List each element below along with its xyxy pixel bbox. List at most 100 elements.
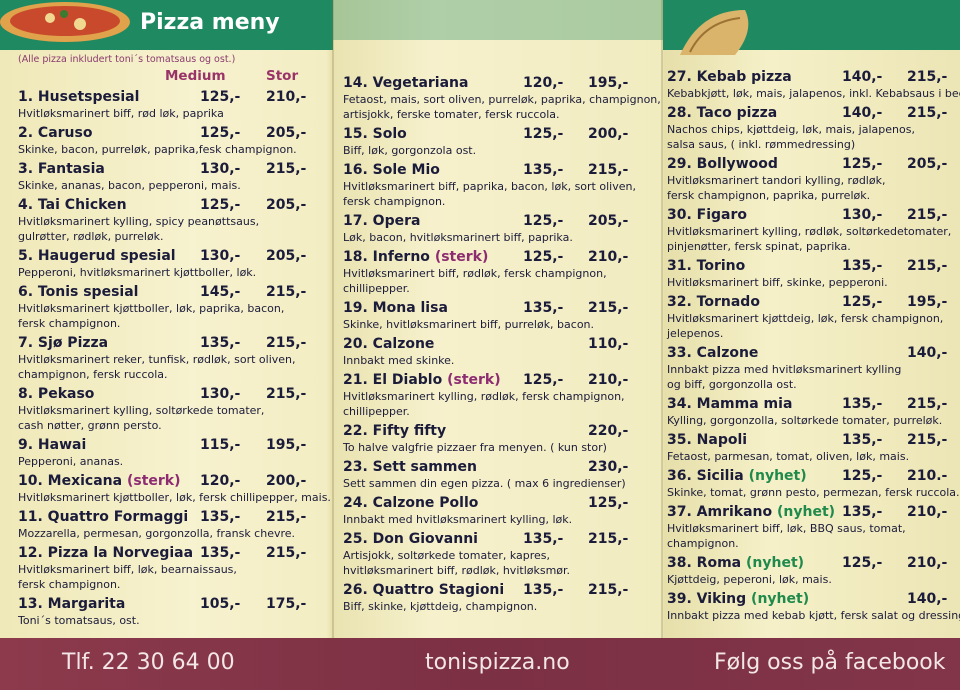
item-description: Pepperoni, hvitløksmarinert kjøttboller,… [18, 266, 257, 279]
item-tag: (nyhet) [745, 555, 805, 571]
item-name: 12. Pizza la Norvegiaa [18, 545, 194, 561]
item-title: 19. Mona lisa [343, 299, 659, 317]
facebook-link[interactable]: Følg oss på facebook [714, 650, 946, 675]
price-medium: 125,- [200, 125, 241, 141]
header-band [333, 0, 663, 40]
price-stor: 195,- [588, 75, 629, 91]
item-name: 26. Quattro Stagioni [343, 582, 505, 598]
item-title: 23. Sett sammen [343, 458, 659, 476]
item-name: 5. Haugerud spesial [18, 248, 176, 264]
price-medium: 135,- [523, 531, 564, 547]
item-title: 29. Bollywood [667, 155, 959, 173]
fold-line [661, 0, 663, 690]
price-medium: 120,- [523, 75, 564, 91]
menu-item: 17. Opera 125,- 205,- Løk, bacon, hvitløksm… [343, 212, 659, 245]
phone: Tlf. 22 30 64 00 [62, 650, 235, 675]
menu-item: 18. Inferno (sterk) 125,- 210,- Hvitløksmar… [343, 248, 659, 296]
calzone-image [680, 10, 749, 55]
item-title: 15. Solo [343, 125, 659, 143]
price-stor: 200,- [588, 126, 629, 142]
price-medium: 135,- [842, 432, 883, 448]
item-description: Hvitløksmarinert biff, løk, BBQ saus, to… [667, 522, 906, 535]
item-title: 28. Taco pizza [667, 104, 959, 122]
item-description: champignon. [667, 537, 739, 550]
item-description: Innbakt med skinke. [343, 354, 455, 367]
item-description: Kebabkjøtt, løk, mais, jalapenos, inkl. … [667, 87, 960, 100]
menu-item: 25. Don Giovanni 135,- 215,- Artisjokk, sol… [343, 530, 659, 578]
price-stor: 215,- [266, 335, 307, 351]
item-tag: (nyhet) [751, 591, 810, 607]
menu-item: 26. Quattro Stagioni 135,- 215,- Biff, skin… [343, 581, 659, 614]
menu-item: 24. Calzone Pollo 125,- Innbakt med hvitlø… [343, 494, 659, 527]
price-stor: 110,- [588, 336, 629, 352]
price-stor: 215,- [907, 105, 948, 121]
item-description: cash nøtter, grønn persto. [18, 419, 162, 432]
price-stor: 230,- [588, 459, 629, 475]
item-title: 6. Tonis spesial [18, 283, 330, 301]
item-name: 14. Vegetariana [343, 75, 469, 91]
price-medium: 125,- [200, 197, 241, 213]
item-name: 8. Pekaso [18, 386, 95, 402]
menu-item: 37. Amrikano (nyhet) 135,- 210,- Hvitløksma… [667, 503, 959, 551]
menu-item: 14. Vegetariana 120,- 195,- Fetaost, mais, … [343, 74, 661, 122]
website: tonispizza.no [425, 650, 570, 675]
menu-item: 10. Mexicana (sterk) 120,- 200,- Hvitløksma… [18, 472, 331, 505]
price-stor: 205,- [907, 156, 948, 172]
item-description: Innbakt med hvitløksmarinert kylling, lø… [343, 513, 573, 526]
item-name: 17. Opera [343, 213, 421, 229]
menu-item: 4. Tai Chicken 125,- 205,- Hvitløksmarinert… [18, 196, 330, 244]
item-title: 25. Don Giovanni [343, 530, 659, 548]
item-description: Løk, bacon, hvitløksmarinert biff, papri… [343, 231, 573, 244]
price-stor: 210,- [907, 555, 948, 571]
item-description: fersk champignon. [18, 578, 121, 591]
price-stor: 215,- [266, 509, 307, 525]
menu-column: 14. Vegetariana 120,- 195,- Fetaost, mais, … [343, 74, 661, 617]
menu-item: 1. Husetspesial 125,- 210,- Hvitløksmariner… [18, 88, 330, 121]
item-description: chillipepper. [343, 282, 410, 295]
menu-item: 2. Caruso 125,- 205,- Skinke, bacon, purrel… [18, 124, 330, 157]
item-tag: (sterk) [447, 372, 501, 388]
price-stor: 205,- [266, 125, 307, 141]
item-description: Hvitløksmarinert kylling, rødløk, fersk … [343, 390, 625, 403]
item-description: champignon, fersk ruccola. [18, 368, 168, 381]
menu-item: 28. Taco pizza 140,- 215,- Nachos chips, kj… [667, 104, 959, 152]
item-name: 23. Sett sammen [343, 459, 477, 475]
price-medium: 125,- [523, 372, 564, 388]
item-title: 17. Opera [343, 212, 659, 230]
item-description: Kylling, gorgonzolla, soltørkede tomater… [667, 414, 943, 427]
price-stor: 215,- [588, 582, 629, 598]
price-stor: 210,- [266, 89, 307, 105]
decorations [0, 2, 749, 55]
menu-title: Pizza meny [140, 10, 280, 35]
price-medium: 145,- [200, 284, 241, 300]
item-name: 29. Bollywood [667, 156, 778, 172]
footer-band [0, 638, 960, 690]
menu-item: 22. Fifty fifty 220,- To halve valgfrie pi… [343, 422, 659, 455]
menu-note: (Alle pizza inkludert toni´s tomatsaus o… [18, 54, 236, 65]
item-description: Skinke, hvitløksmarinert biff, purreløk,… [343, 318, 595, 331]
price-medium: 135,- [200, 545, 241, 561]
menu-item: 34. Mamma mia 135,- 215,- Kylling, gorgonzo… [667, 395, 959, 428]
item-description: Biff, løk, gorgonzola ost. [343, 144, 477, 157]
item-title: 4. Tai Chicken [18, 196, 330, 214]
item-description: Hvitløksmarinert kjøttdeig, løk, fersk c… [667, 312, 944, 325]
item-description: Mozzarella, permesan, gorgonzolla, frans… [18, 527, 296, 540]
price-medium: 135,- [842, 504, 883, 520]
item-name: 35. Napoli [667, 432, 748, 448]
item-tag: (nyhet) [748, 468, 807, 484]
price-stor: 215,- [907, 207, 948, 223]
menu-column: 27. Kebab pizza 140,- 215,- Kebabkjøtt, løk… [667, 68, 960, 626]
menu-item: 11. Quattro Formaggi 135,- 215,- Mozzarella… [18, 508, 330, 541]
item-description: salsa saus, ( inkl. rømmedressing) [667, 138, 856, 151]
menu-item: 21. El Diablo (sterk) 125,- 210,- Hvitløksm… [343, 371, 659, 419]
menu-item: 31. Torino 135,- 215,- Hvitløksmarinert bif… [667, 257, 959, 290]
item-name: 38. Roma [667, 555, 742, 571]
item-title: 36. Sicilia (nyhet) [667, 467, 959, 485]
menu-item: 19. Mona lisa 135,- 215,- Skinke, hvitløksm… [343, 299, 659, 332]
menu-item: 20. Calzone 110,- Innbakt med skinke. [343, 335, 659, 368]
item-description: artisjokk, ferske tomater, fersk ruccola… [343, 108, 560, 121]
price-stor: 220,- [588, 423, 629, 439]
item-title: 24. Calzone Pollo [343, 494, 659, 512]
price-medium: 125,- [842, 468, 883, 484]
item-name: 25. Don Giovanni [343, 531, 478, 547]
